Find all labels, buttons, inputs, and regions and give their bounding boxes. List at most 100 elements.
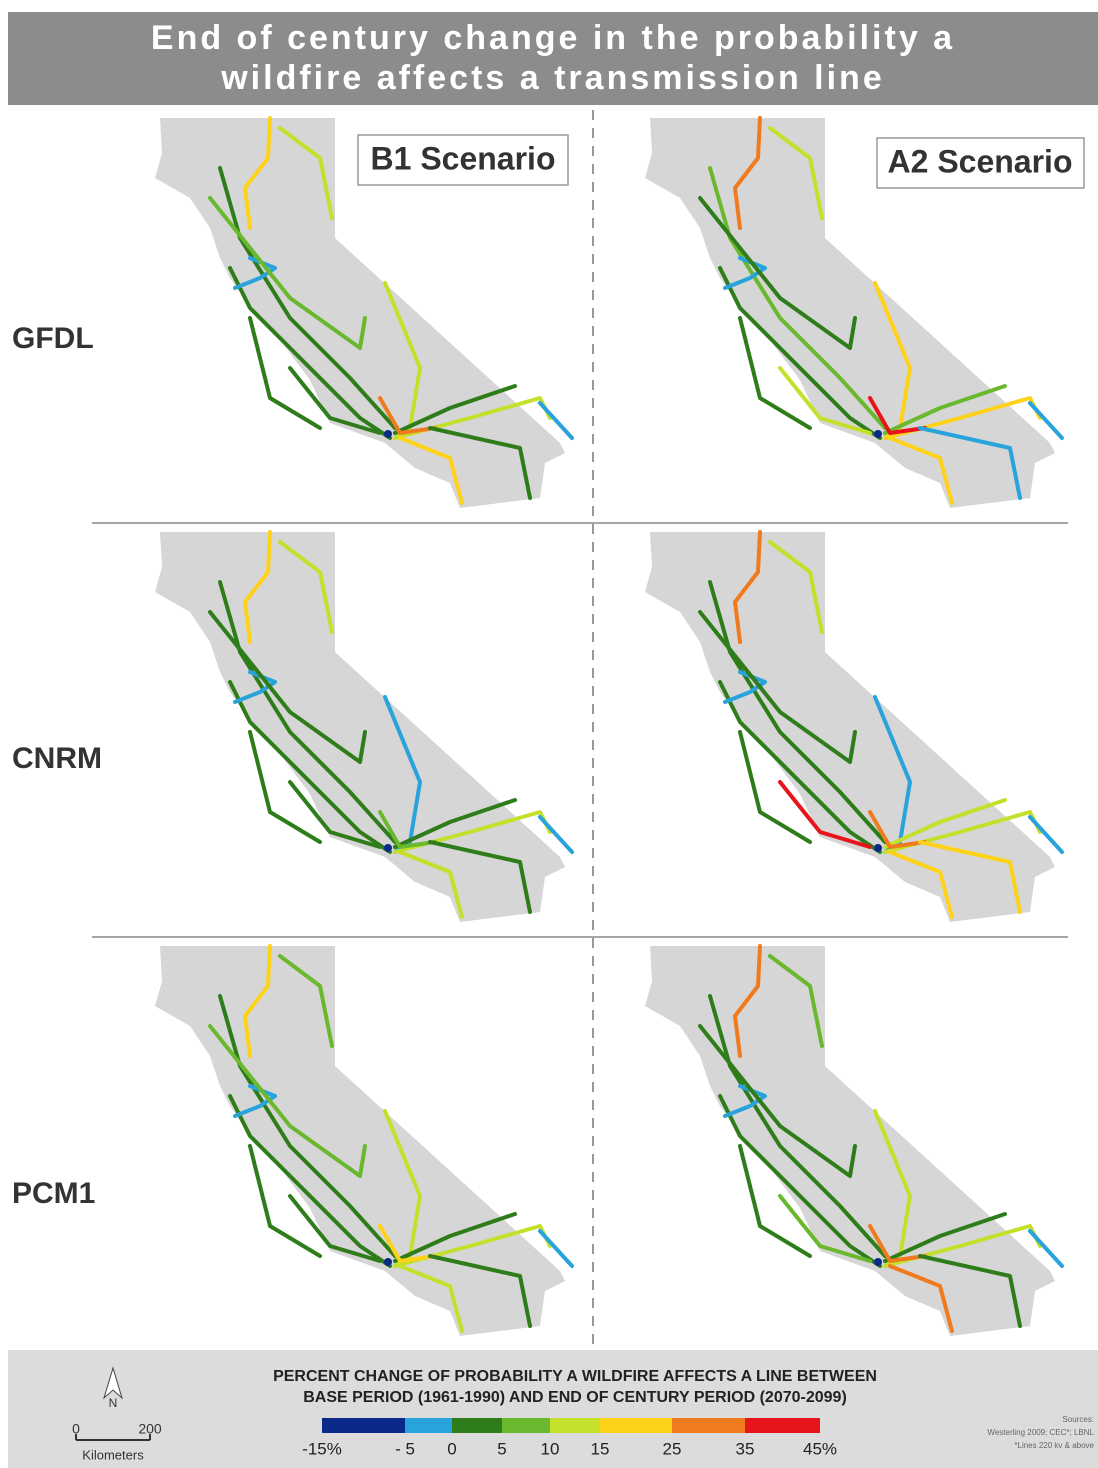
legend-swatch [322,1418,405,1433]
transmission-line [398,436,464,505]
legend-label: 5 [497,1439,506,1458]
transmission-line [278,126,334,220]
sources: Westerling 2009; CEC*; LBNL [987,1428,1094,1437]
transmission-line [208,1024,367,1178]
transmission-line [718,266,882,440]
title-line: End of century change in the probability… [151,19,955,57]
legend-swatch [745,1418,820,1433]
transmission-line [718,1094,882,1268]
map-panel [645,116,1064,508]
transmission-line [378,810,437,849]
transmission-line [708,580,887,844]
transmission-line [228,266,392,440]
map-panel [155,530,574,922]
transmission-line [738,316,812,430]
transmission-line [708,994,887,1258]
legend-scale: -15% - 5 0 5 10 15 25 35 45% [302,1418,837,1458]
hub [384,844,392,852]
sources: Sources: [1062,1415,1094,1424]
legend-label: 35 [736,1439,755,1458]
transmission-line [208,196,367,350]
transmission-line [398,850,464,919]
legend-title: BASE PERIOD (1961-1990) AND END OF CENTU… [303,1389,847,1406]
hub [384,430,392,438]
transmission-line [768,954,824,1048]
state-outline [155,532,565,922]
transmission-line [738,730,812,844]
legend-label: -15% [302,1439,342,1458]
transmission-line [218,580,397,844]
map-panel [155,944,574,1336]
legend-band [8,1350,1098,1468]
legend-swatch [502,1418,550,1433]
transmission-line [883,798,1007,849]
transmission-line [888,436,954,505]
transmission-line [378,1224,437,1263]
map-panel [155,116,574,508]
transmission-line [768,126,824,220]
map-panel [645,944,1064,1336]
scale-tick: 200 [138,1421,162,1437]
transmission-line [428,1254,532,1328]
transmission-line [698,610,857,764]
transmission-line [228,1094,392,1268]
transmission-line [378,396,437,435]
scenario-label: B1 Scenario [371,140,556,176]
transmission-line [288,1194,382,1263]
scale-tick: 0 [72,1421,80,1437]
legend-label: 15 [591,1439,610,1458]
title-line: wildfire affects a transmission line [220,59,885,97]
transmission-line [428,840,532,914]
transmission-line [428,426,532,500]
transmission-line [918,426,1022,500]
transmission-line [868,1224,927,1263]
transmission-line [248,730,322,844]
transmission-line [778,1194,872,1263]
transmission-line [768,540,824,634]
transmission-line [288,366,382,435]
transmission-line [393,1212,517,1263]
transmission-line [228,680,392,854]
transmission-line [538,1229,574,1268]
maps [155,116,1064,1336]
transmission-line [278,954,334,1048]
transmission-line [243,944,272,1058]
state-outline [645,532,1055,922]
transmission-line [218,166,397,430]
transmission-line [888,850,954,919]
transmission-line [243,530,272,644]
transmission-line [883,384,1007,435]
model-label: CNRM [12,742,102,775]
transmission-line [1028,1229,1064,1268]
hub [384,1258,392,1266]
legend-label: - 5 [395,1439,415,1458]
scenario-box [876,137,1085,189]
transmission-line [1028,815,1064,854]
state-outline [155,118,565,508]
legend-swatch [550,1418,600,1433]
transmission-line [698,196,857,350]
transmission-line [393,798,517,849]
transmission-line [868,810,927,849]
model-label: GFDL [12,322,94,355]
state-outline [155,946,565,1336]
transmission-line [868,396,927,435]
transmission-line [538,815,574,854]
legend-swatch [672,1418,745,1433]
state-outline [645,946,1055,1336]
transmission-line [738,1144,812,1258]
legend-label: 10 [541,1439,560,1458]
transmission-line [208,610,367,764]
sources: *Lines 220 kv & above [1014,1441,1094,1450]
legend-swatch [405,1418,452,1433]
transmission-line [538,401,574,440]
transmission-line [243,116,272,230]
transmission-line [708,166,887,430]
transmission-line [918,1254,1022,1328]
legend-label: 45% [803,1439,837,1458]
transmission-line [778,780,872,849]
hub [874,1258,882,1266]
hub [874,844,882,852]
legend-label: 25 [663,1439,682,1458]
transmission-line [888,1264,954,1333]
